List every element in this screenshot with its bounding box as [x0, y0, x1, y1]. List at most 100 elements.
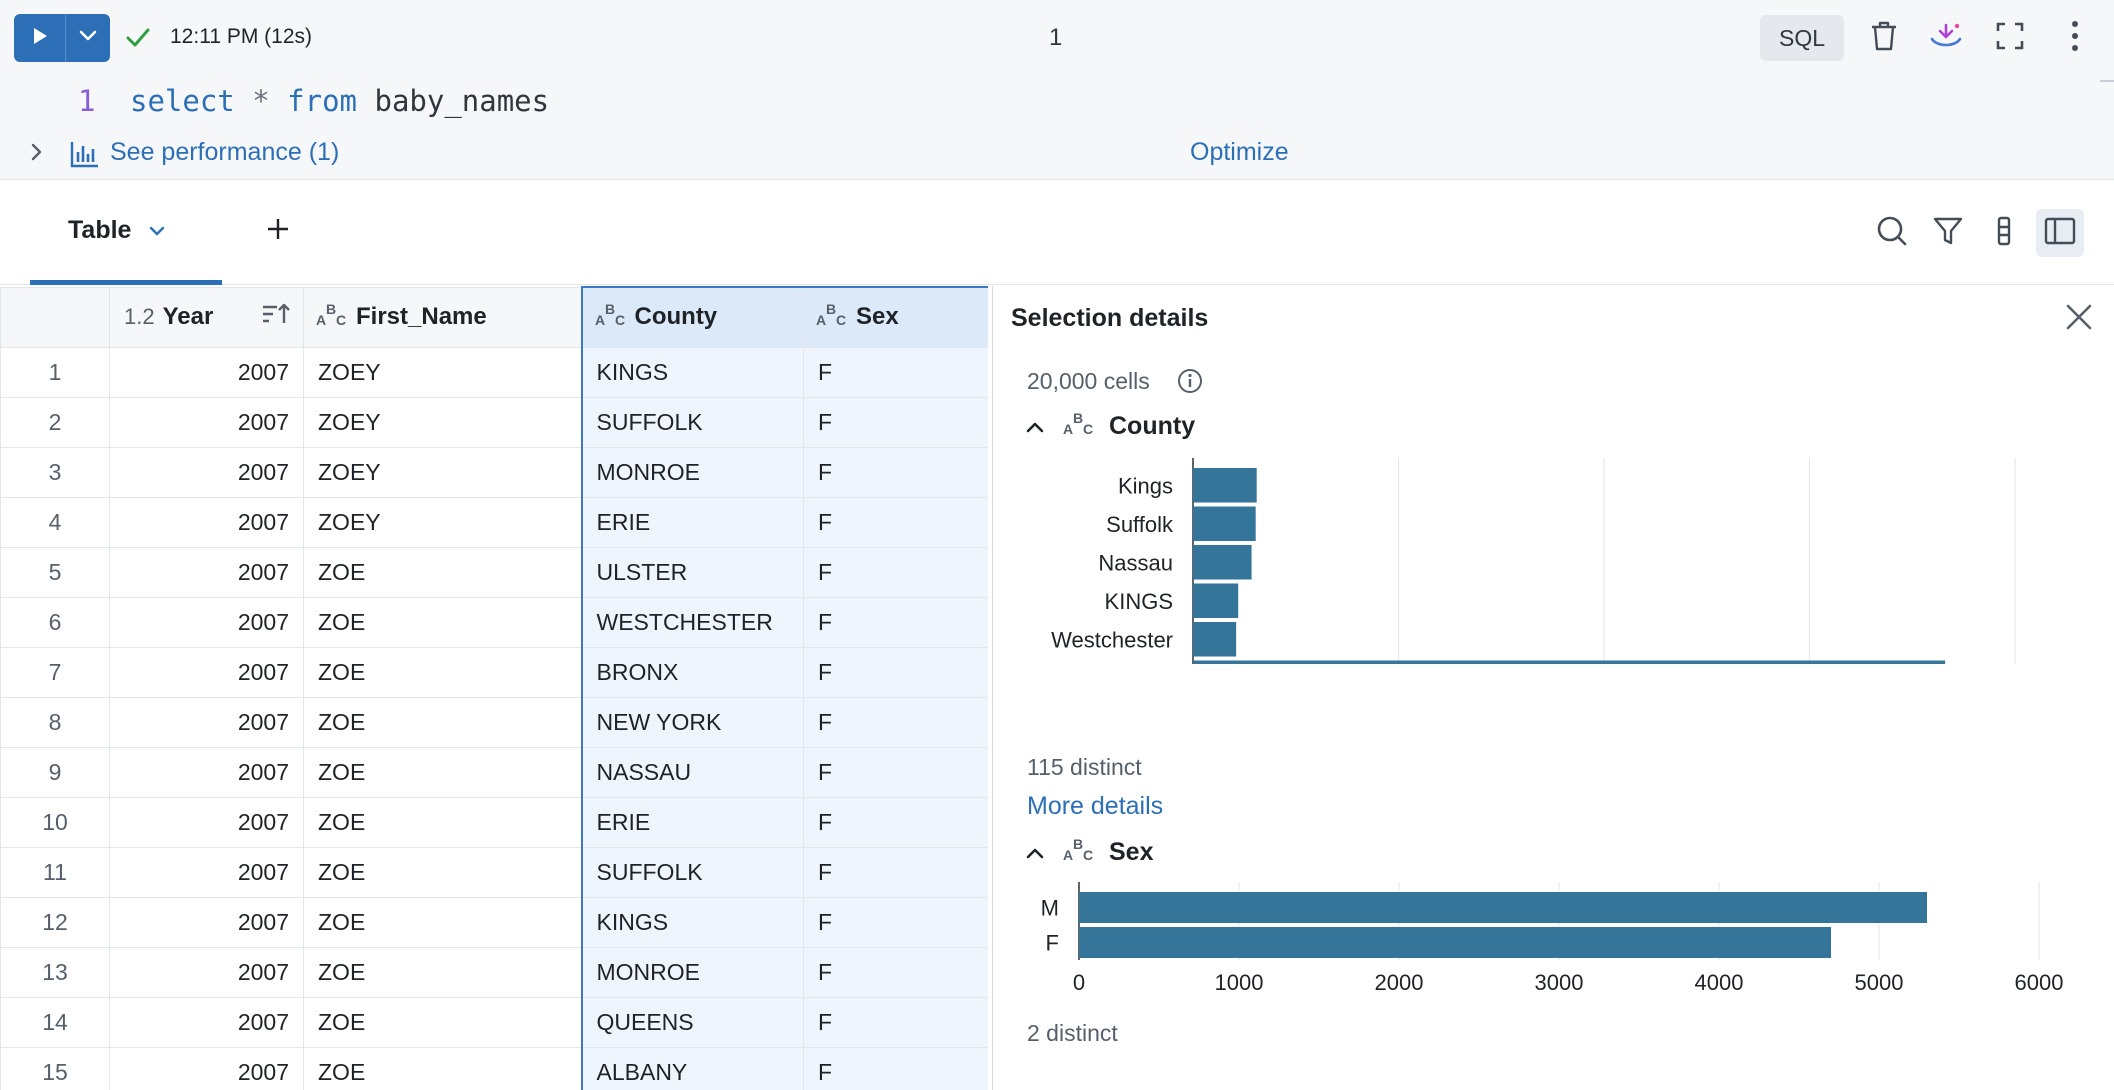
cell-county[interactable]: MONROE [580, 446, 804, 498]
cell-sex[interactable]: F [803, 346, 988, 398]
chevron-right-icon[interactable] [30, 142, 44, 167]
cell-first-name[interactable]: ZOE [303, 946, 582, 998]
cell-first-name[interactable]: ZOEY [303, 396, 582, 448]
cell-year[interactable]: 2007 [109, 1046, 304, 1090]
cell-first-name[interactable]: ZOE [303, 596, 582, 648]
cell-year[interactable]: 2007 [109, 996, 304, 1048]
cell-sex[interactable]: F [803, 596, 988, 648]
bar[interactable] [1193, 622, 1237, 657]
cell-first-name[interactable]: ZOE [303, 696, 582, 748]
optimize-link[interactable]: Optimize [1190, 138, 1289, 166]
cell-first-name[interactable]: ZOE [303, 746, 582, 798]
table-row[interactable]: 6 2007 ZOE WESTCHESTER F [0, 596, 988, 648]
cell-sex[interactable]: F [803, 396, 988, 448]
close-panel-button[interactable] [2062, 300, 2096, 334]
cell-county[interactable]: ERIE [580, 796, 804, 848]
side-panel-toggle[interactable] [2036, 209, 2084, 257]
table-row[interactable]: 10 2007 ZOE ERIE F [0, 796, 988, 848]
cell-county[interactable]: MONROE [580, 946, 804, 998]
cell-first-name[interactable]: ZOE [303, 846, 582, 898]
table-row[interactable]: 11 2007 ZOE SUFFOLK F [0, 846, 988, 898]
cell-year[interactable]: 2007 [109, 496, 304, 548]
cell-year[interactable]: 2007 [109, 346, 304, 398]
cell-first-name[interactable]: ZOE [303, 1046, 582, 1090]
cell-first-name[interactable]: ZOEY [303, 446, 582, 498]
cell-sex[interactable]: F [803, 1046, 988, 1090]
cell-year[interactable]: 2007 [109, 546, 304, 598]
cell-county[interactable]: KINGS [580, 346, 804, 398]
cell-sex[interactable]: F [803, 746, 988, 798]
cell-county[interactable]: ERIE [580, 496, 804, 548]
cell-year[interactable]: 2007 [109, 446, 304, 498]
cell-sex[interactable]: F [803, 546, 988, 598]
run-button[interactable] [14, 14, 66, 62]
cell-sex[interactable]: F [803, 646, 988, 698]
table-row[interactable]: 8 2007 ZOE NEW YORK F [0, 696, 988, 748]
bar[interactable] [1079, 927, 1831, 958]
info-icon[interactable] [1177, 368, 1203, 399]
table-row[interactable]: 9 2007 ZOE NASSAU F [0, 746, 988, 798]
cell-county[interactable]: ULSTER [580, 546, 804, 598]
table-row[interactable]: 14 2007 ZOE QUEENS F [0, 996, 988, 1048]
code-line[interactable]: select * from baby_names [130, 84, 549, 118]
table-row[interactable]: 3 2007 ZOEY MONROE F [0, 446, 988, 498]
cell-year[interactable]: 2007 [109, 846, 304, 898]
fullscreen-button[interactable] [1990, 18, 2030, 58]
cell-county[interactable]: NEW YORK [580, 696, 804, 748]
chevron-down-icon[interactable] [149, 223, 165, 241]
cell-year[interactable]: 2007 [109, 946, 304, 998]
cell-county[interactable]: NASSAU [580, 746, 804, 798]
column-header-year[interactable]: 1.2 Year [109, 286, 304, 348]
cell-menu-button[interactable] [2055, 18, 2095, 58]
cell-year[interactable]: 2007 [109, 396, 304, 448]
bar[interactable] [1193, 583, 1239, 619]
collapse-county-button[interactable] [1021, 413, 1049, 441]
cell-year[interactable]: 2007 [109, 796, 304, 848]
tab-table[interactable]: Table [30, 181, 222, 285]
table-row[interactable]: 4 2007 ZOEY ERIE F [0, 496, 988, 548]
cell-first-name[interactable]: ZOE [303, 546, 582, 598]
cell-county[interactable]: KINGS [580, 896, 804, 948]
cell-first-name[interactable]: ZOE [303, 896, 582, 948]
assistant-button[interactable] [1926, 18, 1966, 58]
cell-first-name[interactable]: ZOE [303, 996, 582, 1048]
cell-sex[interactable]: F [803, 846, 988, 898]
cell-first-name[interactable]: ZOE [303, 796, 582, 848]
cell-county[interactable]: QUEENS [580, 996, 804, 1048]
cell-county[interactable]: WESTCHESTER [580, 596, 804, 648]
cell-county[interactable]: SUFFOLK [580, 846, 804, 898]
bar[interactable] [1079, 892, 1927, 923]
sort-ascending-icon[interactable] [261, 302, 291, 333]
cell-sex[interactable]: F [803, 496, 988, 548]
bar[interactable] [1193, 660, 1946, 665]
table-row[interactable]: 7 2007 ZOE BRONX F [0, 646, 988, 698]
see-performance-link[interactable]: See performance (1) [110, 138, 340, 166]
table-row[interactable]: 1 2007 ZOEY KINGS F [0, 346, 988, 398]
collapse-sex-button[interactable] [1021, 839, 1049, 867]
cell-year[interactable]: 2007 [109, 696, 304, 748]
cell-year[interactable]: 2007 [109, 896, 304, 948]
bar[interactable] [1193, 545, 1252, 580]
column-settings-button[interactable] [1980, 209, 2028, 257]
cell-first-name[interactable]: ZOEY [303, 496, 582, 548]
table-row[interactable]: 2 2007 ZOEY SUFFOLK F [0, 396, 988, 448]
cell-sex[interactable]: F [803, 796, 988, 848]
table-row[interactable]: 13 2007 ZOE MONROE F [0, 946, 988, 998]
more-details-link[interactable]: More details [1027, 792, 1164, 820]
bar[interactable] [1193, 506, 1256, 542]
table-row[interactable]: 15 2007 ZOE ALBANY F [0, 1046, 988, 1090]
cell-first-name[interactable]: ZOE [303, 646, 582, 698]
cell-year[interactable]: 2007 [109, 646, 304, 698]
bar[interactable] [1193, 468, 1257, 503]
cell-first-name[interactable]: ZOEY [303, 346, 582, 398]
cell-sex[interactable]: F [803, 996, 988, 1048]
filter-button[interactable] [1924, 209, 1972, 257]
cell-year[interactable]: 2007 [109, 746, 304, 798]
table-row[interactable]: 12 2007 ZOE KINGS F [0, 896, 988, 948]
cell-sex[interactable]: F [803, 696, 988, 748]
language-selector[interactable]: SQL [1760, 15, 1844, 61]
cell-county[interactable]: SUFFOLK [580, 396, 804, 448]
